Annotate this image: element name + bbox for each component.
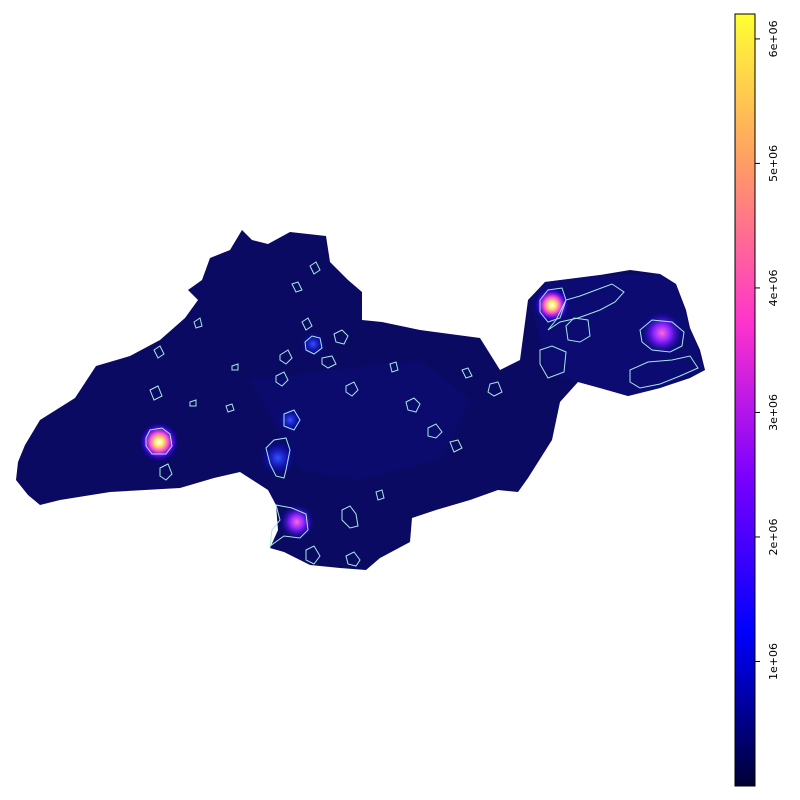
contour-ne-2	[547, 283, 625, 331]
contour-s	[341, 505, 359, 529]
contour-e	[301, 317, 313, 331]
contour-a	[304, 335, 323, 355]
contour-w	[225, 403, 235, 413]
contours	[145, 261, 699, 567]
contour-west-2	[159, 463, 173, 481]
contour-west	[145, 427, 173, 455]
contour-p	[149, 385, 163, 401]
contour-t	[345, 551, 361, 567]
south-hotspot	[279, 504, 315, 540]
region-main-shape	[16, 230, 705, 570]
contour-ne-4	[565, 317, 591, 343]
contour-r	[193, 317, 203, 329]
contour-h	[275, 371, 289, 387]
contour-south	[269, 504, 309, 548]
contour-central-south	[265, 437, 291, 479]
colorbar-ticks: 1e+06 2e+06 3e+06 4e+06 5e+06 6e+06	[755, 20, 780, 680]
contour-l	[449, 439, 463, 453]
contour-x	[389, 361, 399, 373]
contour-f	[309, 261, 321, 275]
contour-i	[345, 381, 359, 397]
contour-y	[189, 399, 197, 407]
contour-o	[283, 409, 301, 431]
central-south-hotspot	[260, 440, 296, 476]
contour-c	[279, 349, 293, 365]
colorbar-tick-label: 5e+06	[767, 145, 780, 182]
colorbar-tick-label: 4e+06	[767, 269, 780, 306]
contour-east	[639, 319, 685, 353]
colorbar: 1e+06 2e+06 3e+06 4e+06 5e+06 6e+06	[734, 13, 780, 787]
contour-j	[405, 397, 421, 413]
colorbar-frame	[734, 13, 756, 787]
contour-d	[321, 355, 337, 369]
contour-m	[487, 381, 503, 397]
contour-v	[375, 489, 385, 501]
colorbar-tick-label: 6e+06	[767, 20, 780, 57]
colorbar-tick-label: 3e+06	[767, 394, 780, 431]
region	[16, 230, 705, 570]
contour-east-2	[629, 355, 699, 389]
contour-n	[461, 367, 473, 379]
contour-z	[231, 363, 239, 371]
region-central-shade	[250, 360, 470, 480]
contour-b	[333, 329, 349, 345]
contour-ne-3	[539, 345, 567, 379]
colorbar-tick-label: 2e+06	[767, 518, 780, 555]
region-east-shade	[530, 274, 705, 396]
contour-k	[427, 423, 443, 439]
colorbar-tick-label: 1e+06	[767, 643, 780, 680]
contour-ne-1	[539, 287, 567, 323]
contour-u	[305, 545, 321, 565]
contour-g	[291, 281, 303, 293]
colorbar-fill	[735, 14, 755, 786]
contour-q	[153, 345, 165, 359]
east-hotspot	[640, 311, 684, 355]
